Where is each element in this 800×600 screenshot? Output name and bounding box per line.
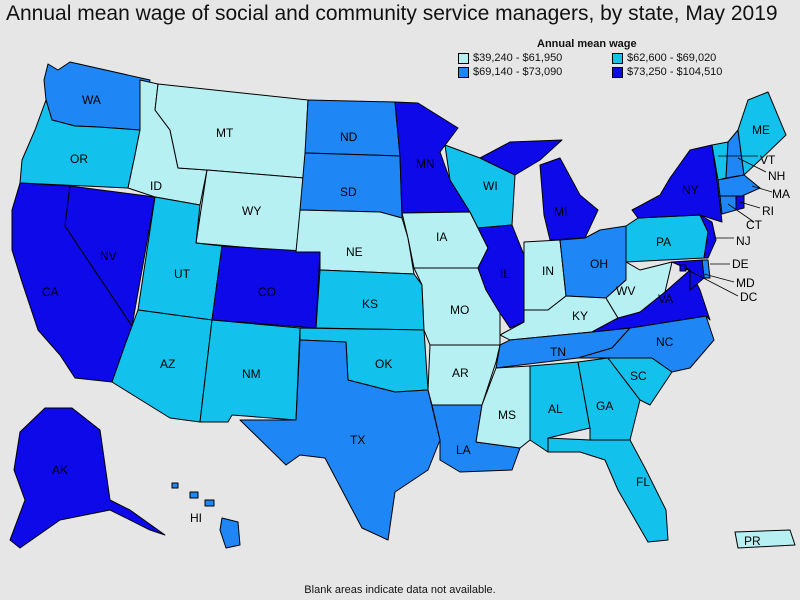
label-vt: VT: [760, 153, 776, 167]
label-md: MD: [736, 276, 755, 290]
label-ak: AK: [52, 463, 68, 477]
label-ks: KS: [362, 297, 378, 311]
label-ar: AR: [452, 366, 469, 380]
legend-item-2: $62,600 - $69,020: [612, 52, 716, 64]
legend-label-2: $62,600 - $69,020: [627, 52, 717, 64]
label-me: ME: [752, 123, 770, 137]
state-me[interactable]: [737, 91, 787, 176]
label-ca: CA: [42, 285, 59, 299]
label-fl: FL: [636, 475, 650, 489]
legend-swatch-2: [612, 52, 623, 64]
label-ms: MS: [498, 408, 516, 422]
label-ny: NY: [682, 183, 699, 197]
label-tx: TX: [350, 433, 365, 447]
state-nd[interactable]: [304, 99, 401, 157]
state-ct[interactable]: [719, 195, 737, 215]
state-tx[interactable]: [239, 339, 441, 541]
legend-label-4: $73,250 - $104,510: [627, 66, 723, 78]
label-ut: UT: [174, 267, 191, 281]
label-il: IL: [500, 267, 510, 281]
state-nj[interactable]: [699, 214, 717, 259]
label-al: AL: [548, 402, 563, 416]
label-wy: WY: [242, 204, 261, 218]
state-md[interactable]: [671, 259, 705, 291]
label-hi: HI: [190, 511, 202, 525]
label-sc: SC: [630, 369, 647, 383]
label-nh: NH: [768, 169, 785, 183]
footnote: Blank areas indicate data not available.: [304, 584, 496, 596]
legend-label-1: $39,240 - $61,950: [473, 52, 563, 64]
label-tn: TN: [550, 345, 566, 359]
label-ri: RI: [762, 204, 774, 218]
label-wv: WV: [616, 284, 635, 298]
label-ma: MA: [772, 187, 790, 201]
label-ok: OK: [375, 357, 392, 371]
label-dc: DC: [740, 290, 758, 304]
label-pa: PA: [656, 235, 671, 249]
legend-swatch-3: [458, 66, 469, 78]
state-il[interactable]: [477, 224, 525, 329]
label-ne: NE: [346, 245, 363, 259]
state-ny[interactable]: [631, 144, 723, 223]
label-mn: MN: [416, 157, 435, 171]
label-mt: MT: [216, 126, 234, 140]
state-hi[interactable]: [171, 482, 241, 549]
legend-item-1: $39,240 - $61,950: [458, 52, 562, 64]
label-nj: NJ: [736, 234, 751, 248]
label-va: VA: [658, 292, 673, 306]
label-mi: MI: [554, 205, 567, 219]
label-az: AZ: [160, 357, 175, 371]
label-oh: OH: [590, 257, 608, 271]
state-fl[interactable]: [547, 437, 669, 543]
label-ia: IA: [436, 230, 447, 244]
label-ct: CT: [746, 218, 763, 232]
map-title: Annual mean wage of social and community…: [6, 2, 778, 25]
legend-label-3: $69,140 - $73,090: [473, 66, 563, 78]
state-pr[interactable]: [734, 529, 796, 549]
label-ky: KY: [572, 309, 588, 323]
legend-title: Annual mean wage: [537, 38, 637, 50]
state-ri[interactable]: [735, 195, 745, 211]
legend-item-4: $73,250 - $104,510: [612, 66, 722, 78]
legend-swatch-1: [458, 52, 469, 64]
label-nv: NV: [100, 249, 117, 263]
label-ga: GA: [596, 399, 613, 413]
label-nm: NM: [242, 367, 261, 381]
label-wi: WI: [483, 179, 498, 193]
state-ak[interactable]: [9, 407, 166, 549]
label-id: ID: [150, 179, 162, 193]
state-ma[interactable]: [717, 174, 761, 197]
label-or: OR: [70, 152, 88, 166]
label-la: LA: [456, 443, 471, 457]
label-mo: MO: [450, 303, 469, 317]
state-mi[interactable]: [479, 139, 599, 241]
state-dc[interactable]: [679, 264, 687, 272]
label-wa: WA: [82, 93, 101, 107]
label-in: IN: [542, 264, 554, 278]
label-nc: NC: [656, 335, 674, 349]
label-pr: PR: [744, 534, 761, 548]
label-de: DE: [732, 257, 749, 271]
legend-swatch-4: [612, 66, 623, 78]
legend-item-3: $69,140 - $73,090: [458, 66, 562, 78]
label-nd: ND: [340, 130, 358, 144]
label-co: CO: [258, 285, 276, 299]
label-sd: SD: [340, 185, 357, 199]
